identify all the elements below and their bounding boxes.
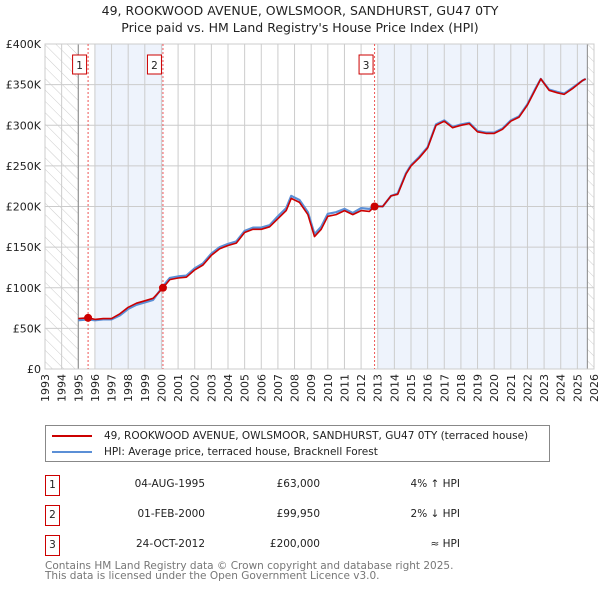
transaction-marker: 2 [45, 505, 60, 526]
price-chart: 1993 1994 1995 1996 1997 1998 1999 2000 2001 2002… [6, 38, 600, 402]
sale-point [158, 283, 167, 292]
x-tick-label: 2023 [538, 374, 551, 402]
x-tick-label: 2021 [505, 374, 518, 402]
transaction-price: £63,000 [276, 478, 320, 490]
x-tick-label: 1997 [106, 374, 119, 402]
footer-licence: This data is licensed under the Open Gov… [45, 570, 380, 582]
x-tick-label: 2010 [322, 374, 335, 402]
y-tick-label: £150K [6, 241, 42, 254]
footer-copyright: Contains HM Land Registry data © Crown c… [45, 560, 454, 572]
x-tick-label: 2006 [255, 374, 268, 402]
x-tick-label: 1993 [39, 374, 52, 402]
plot-border [44, 43, 595, 370]
sale-label-box [358, 54, 374, 75]
sale-label: 3 [363, 60, 370, 72]
x-tick-label: 2018 [455, 374, 468, 402]
x-tick-label: 2008 [289, 374, 302, 402]
x-tick-label: 2007 [272, 374, 285, 402]
legend-swatch-property [52, 435, 92, 437]
legend-item-property: 49, ROOKWOOD AVENUE, OWLSMOOR, SANDHURST… [46, 428, 528, 444]
legend-label-property: 49, ROOKWOOD AVENUE, OWLSMOOR, SANDHURST… [104, 430, 529, 442]
x-tick-label: 2004 [222, 374, 235, 402]
sale-point [370, 202, 379, 211]
x-tick-label: 2003 [205, 374, 218, 402]
sale-point [84, 313, 93, 322]
transaction-marker: 1 [45, 475, 60, 496]
transaction-date: 24-OCT-2012 [136, 538, 205, 550]
legend: 49, ROOKWOOD AVENUE, OWLSMOOR, SANDHURST… [45, 425, 550, 462]
x-tick-label: 2005 [239, 374, 252, 402]
legend-label-hpi: HPI: Average price, terraced house, Brac… [104, 446, 378, 458]
transaction-hpi: 2% ↓ HPI [410, 508, 460, 520]
y-tick-label: £400K [6, 38, 42, 51]
x-tick-label: 1996 [89, 374, 102, 402]
y-tick-label: £250K [6, 160, 42, 173]
x-tick-label: 2017 [438, 374, 451, 402]
chart-title: 49, ROOKWOOD AVENUE, OWLSMOOR, SANDHURST… [101, 3, 499, 18]
y-tick-label: £50K [13, 322, 42, 335]
sale-label-box [72, 54, 88, 75]
sale-label: 2 [151, 60, 158, 72]
x-tick-label: 1995 [72, 374, 85, 402]
x-tick-label: 2015 [405, 374, 418, 402]
legend-swatch-hpi [52, 451, 92, 453]
y-tick-label: £200K [6, 201, 42, 214]
x-tick-label: 1998 [122, 374, 135, 402]
y-tick-label: £350K [6, 79, 42, 92]
x-tick-label: 2000 [155, 374, 168, 402]
x-tick-label: 2025 [571, 374, 584, 402]
y-tick-label: £100K [6, 282, 42, 295]
x-tick-label: 2016 [422, 374, 435, 402]
x-tick-label: 1994 [56, 374, 69, 402]
x-tick-label: 2011 [338, 374, 351, 402]
transaction-price: £99,950 [276, 508, 320, 520]
transaction-date: 01-FEB-2000 [137, 508, 205, 520]
x-tick-label: 2019 [472, 374, 485, 402]
x-tick-label: 2020 [488, 374, 501, 402]
chart-subtitle: Price paid vs. HM Land Registry's House … [121, 20, 479, 35]
x-tick-label: 2009 [305, 374, 318, 402]
transaction-price: £200,000 [269, 538, 320, 550]
x-tick-label: 2001 [172, 374, 185, 402]
transaction-hpi: 4% ↑ HPI [410, 478, 460, 490]
legend-item-hpi: HPI: Average price, terraced house, Brac… [46, 444, 378, 460]
y-tick-label: £0 [27, 363, 41, 376]
sale-label: 1 [76, 60, 83, 72]
x-tick-label: 2022 [521, 374, 534, 402]
series-line-property [78, 78, 587, 321]
y-tick-label: £300K [6, 119, 42, 132]
x-tick-label: 1999 [139, 374, 152, 402]
transaction-marker: 3 [45, 535, 60, 556]
x-tick-label: 2012 [355, 374, 368, 402]
x-tick-label: 2013 [372, 374, 385, 402]
x-tick-label: 2026 [588, 374, 600, 402]
x-tick-label: 2002 [189, 374, 202, 402]
x-tick-label: 2024 [555, 374, 568, 402]
sale-label-box [146, 54, 162, 75]
transaction-date: 04-AUG-1995 [134, 478, 205, 490]
x-tick-label: 2014 [388, 374, 401, 402]
transaction-hpi: ≈ HPI [430, 538, 460, 550]
